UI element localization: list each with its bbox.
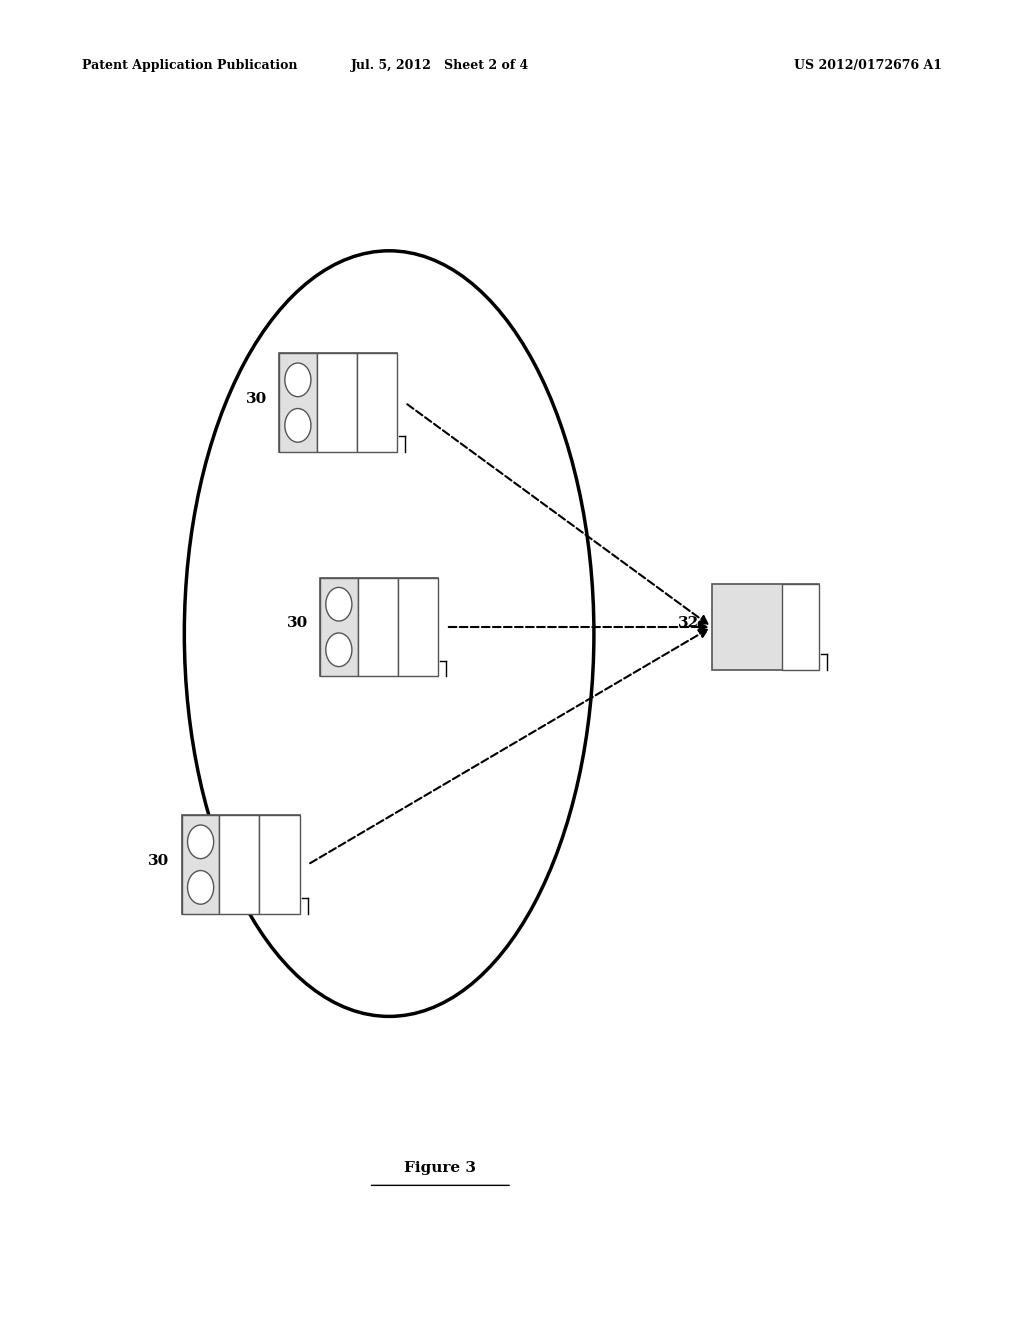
- Text: 30: 30: [287, 616, 307, 630]
- Bar: [357, 578, 397, 676]
- Text: US 2012/0172676 A1: US 2012/0172676 A1: [794, 59, 942, 73]
- Bar: [781, 583, 819, 671]
- Text: 30: 30: [246, 392, 266, 405]
- Bar: [319, 578, 438, 676]
- Bar: [182, 814, 299, 913]
- Bar: [259, 814, 300, 913]
- Circle shape: [285, 363, 311, 397]
- Bar: [712, 583, 819, 671]
- Bar: [219, 814, 259, 913]
- Bar: [356, 354, 397, 451]
- Text: 32: 32: [678, 616, 699, 630]
- Text: Jul. 5, 2012   Sheet 2 of 4: Jul. 5, 2012 Sheet 2 of 4: [351, 59, 529, 73]
- Text: 30: 30: [148, 854, 169, 867]
- Circle shape: [187, 825, 214, 858]
- Bar: [182, 814, 219, 913]
- Bar: [319, 578, 357, 676]
- Circle shape: [187, 871, 214, 904]
- Bar: [316, 354, 356, 451]
- Circle shape: [326, 587, 352, 622]
- Text: Figure 3: Figure 3: [404, 1162, 476, 1175]
- Bar: [397, 578, 438, 676]
- Circle shape: [326, 632, 352, 667]
- Bar: [279, 354, 316, 451]
- Text: Patent Application Publication: Patent Application Publication: [82, 59, 297, 73]
- Circle shape: [285, 409, 311, 442]
- Bar: [279, 354, 397, 451]
